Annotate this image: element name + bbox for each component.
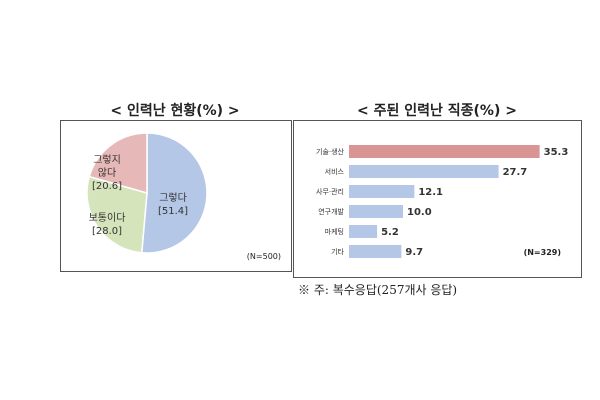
bar-category-label: 기타 — [331, 247, 344, 256]
bar-category-label: 연구개발 — [318, 207, 344, 216]
bar-category-label: 기술·생산 — [316, 147, 345, 156]
bar-chart: 기술·생산 35.3 서비스 27.7 사무·관리 12.1 연구개발 10.0 마케팅 5.2 기… — [316, 145, 569, 258]
bar-value-label: 12.1 — [418, 187, 443, 198]
bar-value-label: 9.7 — [405, 247, 423, 258]
bar-title: < 주된 인력난 직종(%) > — [357, 103, 517, 119]
pie-chart-panel: 그렇다 [51.4] 보통이다 [28.0] 그렇지 않다 [20.6] (N=500) — [60, 120, 292, 272]
pie-slice — [86, 175, 148, 254]
bar-value-label: 35.3 — [544, 147, 569, 158]
pie-annotation: (N=500) — [246, 252, 281, 261]
bar — [349, 185, 415, 198]
slice-label: 않다 — [98, 167, 116, 179]
bar — [349, 145, 540, 158]
bar — [349, 205, 403, 218]
bar-category-label: 서비스 — [325, 167, 345, 176]
bar-value-label: 27.7 — [503, 167, 528, 178]
bar — [349, 245, 402, 258]
slice-label: 그렇다 — [159, 191, 187, 204]
slice-value: [28.0] — [92, 226, 122, 237]
pie-title: < 인력난 현황(%) > — [110, 103, 240, 119]
pie-slice — [140, 132, 208, 254]
slice-value: [51.4] — [158, 206, 188, 217]
bar-category-label: 사무·관리 — [316, 187, 344, 196]
slice-label: 그렇지 — [93, 153, 121, 166]
bar-annotation: (N=329) — [523, 248, 561, 257]
slice-label: 보통이다 — [89, 212, 126, 224]
slice-value: [20.6] — [92, 181, 122, 192]
bar-value-label: 10.0 — [407, 207, 432, 218]
bar — [349, 225, 378, 238]
pie-slice — [88, 132, 148, 194]
footnote: ※ 주: 복수응답(257개사 응답) — [298, 283, 458, 297]
bar-chart-panel: 기술·생산 35.3 서비스 27.7 사무·관리 12.1 연구개발 10.0 마케팅 5.2 기… — [293, 120, 582, 278]
bar — [349, 165, 499, 178]
bar-category-label: 마케팅 — [325, 227, 344, 236]
bar-value-label: 5.2 — [381, 227, 399, 238]
